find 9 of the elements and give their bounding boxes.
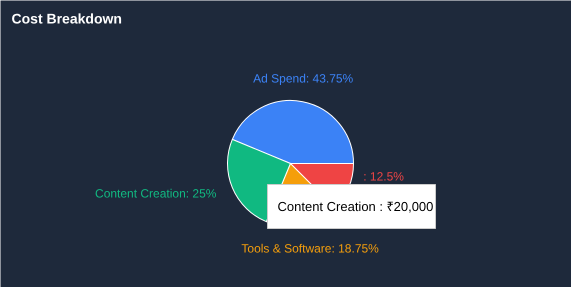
slice-label: Content Creation xyxy=(95,186,186,201)
chart-title: Cost Breakdown xyxy=(12,10,122,26)
text: Content Creation : ₹20,000 xyxy=(278,199,434,214)
data-label: : 43.75% xyxy=(306,71,354,86)
data-label: : 25% xyxy=(186,186,217,201)
slice-label: Tools & Software xyxy=(241,242,332,256)
data-label: : 18.75% xyxy=(331,242,380,256)
slice-label: Ad Spend xyxy=(253,71,306,86)
data-label: : 12.5% xyxy=(363,170,404,184)
